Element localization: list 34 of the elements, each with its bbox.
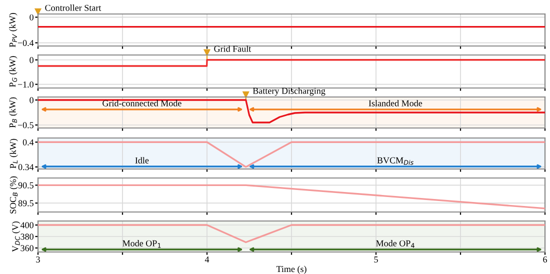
y-tick-label: 360 xyxy=(20,245,34,252)
y-axis-title: P$_{B}$ (kW) xyxy=(9,97,18,128)
y-axis-title: SOC$_{B}$ (%) xyxy=(10,176,18,214)
x-tick-label: 4 xyxy=(204,256,210,262)
x-tick-label: 6 xyxy=(543,256,547,263)
y-tick-label: 90.5 xyxy=(18,182,34,188)
line-series xyxy=(38,99,545,124)
y-tick-label: −0.5 xyxy=(18,122,34,128)
y-tick-label: 0.4 xyxy=(22,139,34,146)
x-axis-title: Time (s) xyxy=(276,266,306,274)
y-tick-label: 400 xyxy=(20,222,34,228)
y-axis-title: V$_{DC}$ (V) xyxy=(12,221,20,252)
y-tick-label: 380 xyxy=(20,234,34,240)
annotation: Controller Start xyxy=(45,4,102,11)
y-tick-label: −1.0 xyxy=(18,81,34,88)
x-tick-label: 5 xyxy=(374,256,378,263)
band-label: Grid-connected Mode xyxy=(102,100,182,106)
y-tick-label: 0 xyxy=(30,14,34,20)
y-tick-label: 0.34 xyxy=(18,164,34,170)
band-label: Mode OP$_{1}$ xyxy=(122,240,161,248)
y-tick-label: 89.5 xyxy=(18,200,34,206)
x-tick-label: 3 xyxy=(36,256,40,263)
y-axis-title: P$_{PV}$ (kW) xyxy=(9,13,18,48)
y-tick-label: 0 xyxy=(30,57,34,64)
y-tick-label: 0 xyxy=(30,97,34,104)
band-label: BVCM$_{Dis}$ xyxy=(377,157,414,165)
annotation: Grid Fault xyxy=(214,45,252,52)
y-axis-title: P$_{G}$ (kW) xyxy=(9,56,18,88)
band-label: Idle xyxy=(135,157,149,164)
annotation: Battery Discharging xyxy=(252,88,326,96)
band-label: Islanded Mode xyxy=(368,100,422,106)
y-tick-label: −0.4 xyxy=(18,40,34,46)
band-label: Mode OP$_{4}$ xyxy=(376,240,414,248)
y-axis-title: P$_{L}$ (kW) xyxy=(10,138,18,168)
